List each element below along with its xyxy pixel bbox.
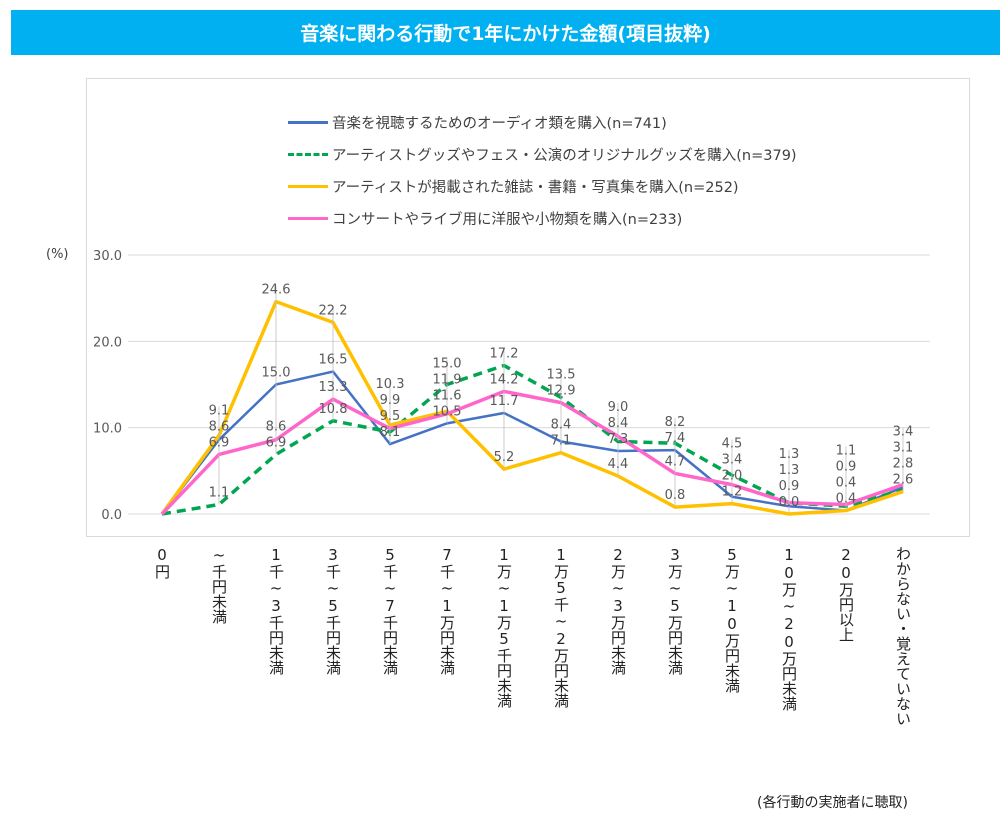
legend-swatch-audio: [288, 120, 328, 124]
data-label: 8.1: [380, 425, 401, 440]
data-label: 3.1: [893, 441, 914, 456]
chart-frame: [86, 78, 970, 537]
data-label: 11.6: [433, 388, 462, 403]
x-category-label: ~千円未満: [210, 546, 228, 624]
data-label: 0.9: [836, 460, 857, 475]
data-label: 5.2: [494, 450, 515, 465]
data-label: 1.3: [779, 463, 800, 478]
data-label: 4.7: [665, 454, 686, 469]
legend: 音楽を視聴するためのオーディオ類を購入(n=741) アーティストグッズやフェス…: [288, 106, 797, 234]
x-category-label: 20万円以上: [837, 546, 855, 642]
y-axis-unit-label: (%): [46, 247, 69, 262]
data-label: 2.0: [722, 469, 743, 484]
data-label: 12.9: [547, 384, 576, 399]
data-label: 8.4: [551, 418, 572, 433]
x-category-label: 0円: [153, 546, 171, 579]
series-line-1: [161, 363, 904, 516]
data-label: 2.6: [893, 473, 914, 488]
data-label: 10.8: [319, 402, 348, 417]
data-label: 9.5: [380, 409, 401, 424]
data-label: 8.6: [209, 419, 230, 434]
data-label: 11.9: [433, 372, 462, 387]
x-category-label: 10万~20万円未満: [780, 546, 798, 711]
data-label: 7.4: [665, 431, 686, 446]
data-label: 14.2: [490, 372, 519, 387]
data-label: 2.8: [893, 457, 914, 472]
data-label: 0.4: [836, 476, 857, 491]
data-label: 9.0: [608, 400, 629, 415]
x-category-label: 1万5千~2万円未満: [552, 546, 570, 708]
data-label: 4.5: [722, 437, 743, 452]
legend-item: コンサートやライブ用に洋服や小物類を購入(n=233): [288, 202, 797, 234]
data-label: 6.9: [266, 435, 287, 450]
data-label: 10.5: [433, 404, 462, 419]
data-label: 0.4: [836, 492, 857, 507]
legend-label: アーティストグッズやフェス・公演のオリジナルグッズを購入(n=379): [332, 147, 797, 164]
data-label: 3.4: [893, 425, 914, 440]
y-tick-label: 0.0: [101, 508, 122, 523]
y-tick-label: 30.0: [93, 249, 122, 264]
legend-label: アーティストが掲載された雑誌・書籍・写真集を購入(n=252): [332, 179, 739, 196]
data-label: 1.3: [779, 447, 800, 462]
data-label: 24.6: [262, 283, 291, 298]
data-label: 13.5: [547, 368, 576, 383]
data-label: 4.4: [608, 457, 629, 472]
data-label: 0.8: [665, 488, 686, 503]
data-label: 15.0: [262, 366, 291, 381]
legend-swatch-clothes: [288, 216, 328, 220]
data-label: 15.0: [433, 356, 462, 371]
data-label: 1.1: [836, 444, 857, 459]
data-label: 22.2: [319, 303, 348, 318]
x-category-label: 1千~3千円未満: [267, 546, 285, 675]
x-category-label: 7千~1万円未満: [438, 546, 456, 675]
chart-title-banner: 音楽に関わる行動で1年にかけた金額(項目抜粋): [11, 10, 1000, 55]
data-label: 11.7: [490, 394, 519, 409]
x-category-label: 2万~3万円未満: [609, 546, 627, 675]
data-label: 7.1: [551, 434, 572, 449]
y-tick-label: 20.0: [93, 335, 122, 350]
x-category-label: わからない・覚えていない: [894, 546, 912, 726]
x-category-label: 5万~10万円未満: [723, 546, 741, 693]
data-label: 1.2: [722, 485, 743, 500]
data-label: 17.2: [490, 347, 519, 362]
chart-title: 音楽に関わる行動で1年にかけた金額(項目抜粋): [300, 23, 711, 45]
legend-swatch-magazine: [288, 184, 328, 188]
series-line-0: [161, 370, 904, 515]
legend-label: コンサートやライブ用に洋服や小物類を購入(n=233): [332, 211, 683, 228]
data-label: 8.2: [665, 415, 686, 430]
series-line-2: [160, 299, 904, 516]
data-label: 1.1: [209, 486, 230, 501]
data-label: 9.9: [380, 393, 401, 408]
legend-label: 音楽を視聴するためのオーディオ類を購入(n=741): [332, 115, 667, 132]
x-category-label: 1万~1万5千円未満: [495, 546, 513, 708]
legend-item: アーティストが掲載された雑誌・書籍・写真集を購入(n=252): [288, 170, 797, 202]
data-label: 3.4: [722, 453, 743, 468]
legend-item: アーティストグッズやフェス・公演のオリジナルグッズを購入(n=379): [288, 138, 797, 170]
x-category-label: 3万~5万円未満: [666, 546, 684, 675]
series-line-3: [160, 389, 904, 516]
data-label: 0.0: [779, 495, 800, 510]
x-category-label: 3千~5千円未満: [324, 546, 342, 675]
legend-item: 音楽を視聴するためのオーディオ類を購入(n=741): [288, 106, 797, 138]
data-label: 8.4: [608, 416, 629, 431]
data-label: 7.3: [608, 432, 629, 447]
legend-swatch-goods: [288, 152, 328, 156]
data-label: 16.5: [319, 353, 348, 368]
data-label: 9.1: [209, 403, 230, 418]
data-label: 8.6: [266, 419, 287, 434]
y-tick-label: 10.0: [93, 422, 122, 437]
x-category-label: 5千~7千円未満: [381, 546, 399, 675]
data-label: 13.3: [319, 380, 348, 395]
data-label: 0.9: [779, 479, 800, 494]
data-label: 6.9: [209, 435, 230, 450]
data-label: 10.3: [376, 377, 405, 392]
footnote: (各行動の実施者に聴取): [757, 795, 908, 811]
